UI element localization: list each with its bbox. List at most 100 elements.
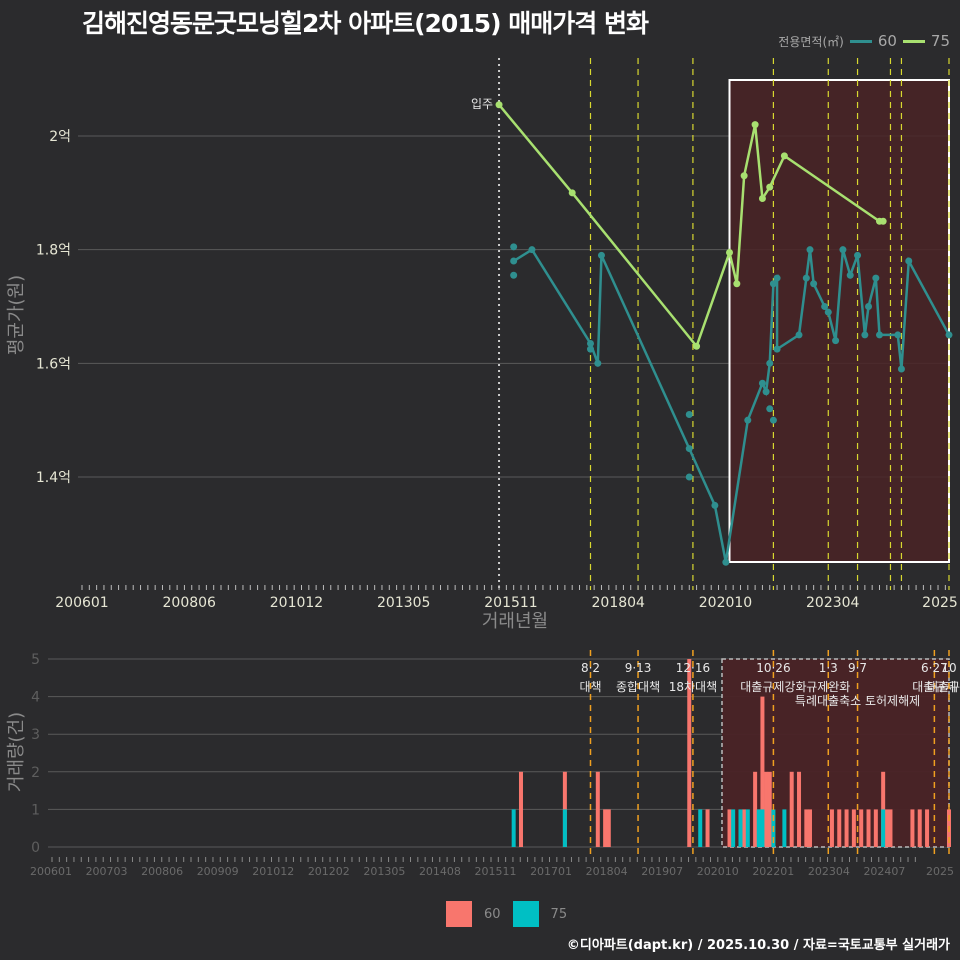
y-tick-label: 5: [31, 652, 40, 668]
data-point: [726, 249, 733, 256]
volume-bar-60: [918, 809, 922, 847]
data-point: [774, 275, 781, 282]
data-point: [759, 195, 766, 202]
y-tick-label: 3: [31, 727, 40, 743]
data-point: [711, 502, 718, 509]
x-tick-label: 201012: [252, 865, 294, 878]
highlight-box: [730, 80, 949, 562]
legend-swatch-75-icon: [513, 901, 539, 927]
data-point: [569, 189, 576, 196]
data-point: [744, 417, 751, 424]
data-point: [865, 303, 872, 310]
y-tick-label: 1.4억: [36, 470, 71, 486]
data-point: [876, 331, 883, 338]
policy-name-label: 종합대책: [616, 679, 660, 694]
x-tick-label: 200909: [197, 865, 239, 878]
volume-bar-75: [738, 809, 742, 847]
volume-bar-60: [790, 772, 794, 847]
policy-name-label: 대출규제: [927, 680, 960, 694]
volume-bar-60: [764, 772, 768, 847]
volume-bar-60: [728, 809, 732, 847]
x-tick-label: 201804: [586, 865, 628, 878]
x-tick-label: 200601: [30, 865, 72, 878]
policy-date-label: 12·16: [676, 661, 710, 675]
y-tick-label: 1: [31, 802, 40, 818]
data-point: [894, 331, 901, 338]
policy-date-label: 10: [941, 661, 956, 675]
volume-bar-60: [607, 809, 611, 847]
x-tick-label: 201511: [475, 865, 517, 878]
data-point: [847, 272, 854, 279]
y-tick-label: 4: [31, 690, 40, 706]
data-point: [686, 474, 693, 481]
data-point: [686, 445, 693, 452]
x-tick-label: 200601: [55, 595, 108, 611]
data-point: [528, 246, 535, 253]
x-tick-label: 2025: [922, 595, 958, 611]
y-axis-title: 평균가(원): [6, 275, 27, 355]
volume-bar-75: [746, 809, 750, 847]
x-tick-label: 201305: [377, 595, 430, 611]
x-tick-label: 201804: [592, 595, 646, 611]
x-tick-label: 202201: [752, 865, 794, 878]
volume-bar-60: [885, 809, 889, 847]
data-point: [763, 388, 770, 395]
data-point: [741, 172, 748, 179]
volume-bar-60: [804, 809, 808, 847]
data-point: [510, 272, 517, 279]
x-tick-label: 201012: [270, 595, 323, 611]
policy-name-label: 규제완화: [806, 680, 850, 694]
move-in-label: 입주: [471, 97, 493, 111]
chart-canvas: 입주 1.4억1.6억1.8억2억20060120080620101220130…: [0, 0, 960, 960]
policy-date-label: 8·2: [581, 661, 600, 675]
volume-bar-60: [910, 809, 914, 847]
data-point: [796, 331, 803, 338]
legend-swatch-60-icon: [446, 901, 472, 927]
volume-bar-60: [603, 809, 607, 847]
volume-bar-75: [757, 809, 761, 847]
data-point: [766, 360, 773, 367]
y-axis-title: 거래량(건): [6, 712, 27, 792]
data-point: [898, 366, 905, 373]
volume-bar-75: [563, 809, 567, 847]
y-tick-label: 0: [31, 840, 40, 856]
policy-name-label: 대책: [579, 679, 601, 694]
y-tick-label: 2: [31, 765, 40, 781]
data-point: [781, 152, 788, 159]
data-point: [825, 309, 832, 316]
data-point: [510, 258, 517, 265]
volume-bar-75: [782, 809, 786, 847]
volume-bar-75: [512, 809, 516, 847]
volume-bar-60: [797, 772, 801, 847]
x-tick-label: 201408: [419, 865, 461, 878]
data-point: [686, 411, 693, 418]
y-tick-label: 2억: [49, 129, 71, 145]
volume-bar-75: [731, 809, 735, 847]
x-tick-label: 202407: [863, 865, 905, 878]
x-tick-label: 200703: [86, 865, 128, 878]
footer-credit: ©디아파트(dapt.kr) / 2025.10.30 / 자료=국토교통부 실…: [567, 934, 950, 953]
data-point: [766, 184, 773, 191]
policy-date-label: 9·13: [625, 661, 652, 675]
x-tick-label: 201202: [308, 865, 350, 878]
data-point: [946, 331, 953, 338]
volume-bar-60: [837, 809, 841, 847]
data-point: [861, 331, 868, 338]
data-point: [693, 343, 700, 350]
volume-bar-60: [845, 809, 849, 847]
volume-bar-60: [596, 772, 600, 847]
data-point: [594, 360, 601, 367]
x-axis-title: 거래년월: [482, 611, 548, 632]
y-tick-label: 1.8억: [36, 243, 71, 259]
x-tick-label: 201305: [363, 865, 405, 878]
data-point: [510, 243, 517, 250]
volume-bar-60: [925, 809, 929, 847]
legend-bottom-label-75: 75: [551, 907, 568, 922]
x-tick-label: 2025: [926, 865, 954, 878]
volume-bar-60: [519, 772, 523, 847]
data-point: [854, 252, 861, 259]
data-point: [839, 246, 846, 253]
volume-bar-60: [768, 772, 772, 847]
volume-bar-60: [753, 772, 757, 847]
data-point: [803, 275, 810, 282]
